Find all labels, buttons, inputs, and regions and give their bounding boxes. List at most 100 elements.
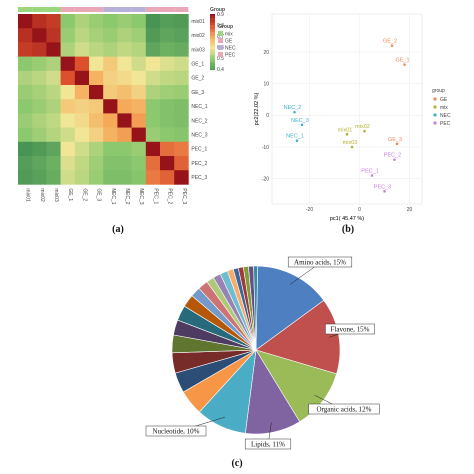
heatmap-cell [46,85,61,100]
heatmap-cell [145,85,161,100]
heatmap-cell [145,28,161,43]
heatmap-cell [160,141,175,157]
heatmap-row-label: PEC_2 [191,161,207,167]
colorbar-segment [210,44,215,47]
heatmap-cell [117,14,132,29]
heatmap-cell [131,99,147,114]
heatmap-cell [74,113,90,128]
heatmap-col-label: mix02 [39,188,45,202]
heatmap-cell [131,127,147,143]
pie-label-box [325,323,375,335]
pca-point [345,133,349,136]
colorbar-segment [210,14,215,16]
heatmap-cell [46,170,61,185]
heatmap-cell [74,70,90,86]
heatmap-panel: mix01 mix01 mix02 mix02 mix03 mix03 GE_1 GE_1 GE… [18,7,236,205]
heatmap-cell [174,70,189,86]
pie-label: Flavone, 15% [331,326,370,334]
heatmap-cell [89,56,104,72]
heatmap-col-label: PEC_1 [152,188,158,204]
heatmap-cell [117,85,132,100]
heatmap-cell [145,42,161,57]
heatmap-cell [145,170,161,185]
colorbar-segment [210,49,215,51]
pie-label-box [308,403,380,415]
heatmap-cell [60,127,76,143]
colorbar-segment [210,54,215,57]
colorbar-segment [210,18,215,20]
heatmap-cell [89,141,104,157]
pie-label: Amino acids, 15% [294,259,346,267]
pie-slice [255,300,341,375]
colorbar-segment [210,32,215,34]
pca-legend-marker [433,105,437,109]
heatmap-cell [131,170,147,185]
heatmap-cell [145,113,161,128]
heatmap-cell [46,14,61,29]
heatmap-cell [32,141,47,157]
colorbar-tick: 0.5 [217,56,224,62]
colorbar-segment [210,60,215,62]
group-annotation-cell [18,7,33,12]
group-annotation-cell [117,7,132,12]
heatmap-cell [18,127,33,143]
heatmap-cell [160,28,175,43]
heatmap-cell [117,170,132,185]
pca-y-tick: 0 [266,113,269,119]
heatmap-cell [60,156,76,171]
heatmap-cell [74,127,90,143]
heatmap-cell [117,56,132,72]
colorbar-segment [210,36,215,38]
colorbar-segment [210,50,215,52]
heatmap-cell [74,28,90,43]
pca-legend-marker [433,113,437,117]
heatmap-cell [46,113,61,128]
colorbar-segment [210,40,215,43]
pca-point-label: PEC_2 [384,153,401,159]
colorbar-title: Group [210,7,225,13]
pca-y-tick: 20 [263,50,269,56]
heatmap-cell [103,56,118,72]
group-annotation-cell [32,7,47,12]
colorbar-segment [210,46,215,48]
heatmap-cell [60,70,76,86]
colorbar-segment [210,25,215,27]
heatmap-cell [46,42,61,57]
heatmap-col-label: GE_1 [67,188,73,201]
heatmap-cell [89,42,104,57]
heatmap-cell [145,156,161,171]
heatmap-cell [117,28,132,43]
pca-point-label: NEC_1 [286,134,304,140]
heatmap-cell [60,28,76,43]
heatmap-cell [60,99,76,114]
heatmap-col-label: PEC_2 [167,188,173,204]
heatmap-col-label: NEC_2 [124,188,130,204]
colorbar-segment [210,68,215,71]
pca-point [393,158,396,161]
heatmap-cell [103,70,118,86]
pca-point [300,123,304,127]
heatmap-cell [60,170,76,185]
pca-point-label: GE_2 [383,39,397,45]
heatmap-cell [117,113,132,128]
heatmap-cell [74,14,90,29]
heatmap-cell [160,113,175,128]
pca-legend-label: mix [440,105,448,111]
heatmap-cell [117,127,132,143]
group-legend-label: PEC [225,53,236,59]
heatmap-col-label: mix01 [25,188,31,202]
group-legend-swatch [218,38,223,43]
heatmap-row-label: GE_3 [191,90,204,96]
heatmap-cell [145,127,161,143]
heatmap-cell [160,85,175,100]
heatmap-row-label: PEC_1 [191,147,207,153]
colorbar-segment [210,61,215,64]
heatmap-cell [160,127,175,143]
heatmap-cell [145,14,161,29]
pca-point [295,139,299,142]
heatmap-row-label: PEC_3 [191,175,207,181]
heatmap-cell [103,127,118,143]
heatmap-row-label: NEC_3 [191,133,207,139]
pie-slice [253,265,258,351]
